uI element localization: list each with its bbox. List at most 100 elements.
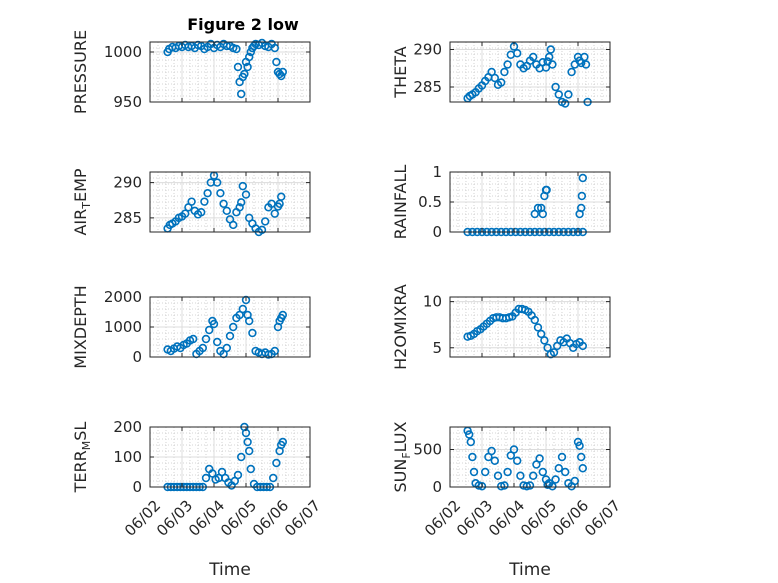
data-point — [240, 69, 249, 79]
y-axis-label: PRESSURE — [71, 30, 90, 114]
y-tick-label: 1000 — [104, 318, 142, 336]
data-point — [578, 341, 587, 351]
data-point — [229, 220, 238, 230]
y-tick-label: 200 — [113, 418, 142, 436]
x-tick-label: 06/03 — [153, 497, 196, 540]
data-point — [270, 43, 279, 53]
data-point — [570, 476, 579, 486]
data-point — [277, 192, 286, 201]
data-point — [233, 470, 243, 480]
data-point — [198, 343, 208, 353]
axes-box — [449, 41, 611, 103]
y-tick-label: 0 — [132, 348, 142, 366]
data-point — [237, 452, 246, 462]
y-tick-label: 10 — [423, 293, 442, 311]
data-point — [528, 52, 538, 62]
data-point — [213, 178, 222, 187]
y-tick-label: 950 — [113, 93, 142, 111]
data-point — [243, 437, 252, 447]
data-point — [465, 430, 474, 439]
axes-box — [149, 41, 311, 103]
y-tick-label: 500 — [413, 441, 442, 459]
subplot-air-temp: 285 290 AIRTEMP — [71, 168, 311, 237]
data-point — [245, 52, 254, 62]
y-axis-label: MIXDEPTH — [71, 285, 90, 368]
x-tick-label: 06/07 — [581, 497, 624, 540]
x-tick-label: 06/02 — [121, 497, 164, 540]
data-point — [466, 437, 475, 447]
data-point — [203, 188, 212, 198]
data-point — [201, 334, 211, 344]
data-point — [272, 458, 281, 468]
data-point — [222, 206, 232, 216]
x-tick-label: 06/04 — [485, 497, 528, 540]
subplot-mixdepth: 0 1000 2000 MIXDEPTH — [71, 285, 311, 369]
data-point — [530, 315, 539, 325]
data-point — [209, 319, 219, 329]
data-point — [232, 44, 241, 54]
x-axis-label: Time — [508, 560, 551, 580]
data-point — [544, 52, 554, 62]
axes-box — [149, 171, 311, 233]
x-tick-label: 06/02 — [421, 497, 464, 540]
y-tick-label: 100 — [113, 448, 142, 466]
data-point — [477, 482, 487, 491]
data-point — [500, 481, 509, 490]
data-point — [233, 62, 243, 72]
data-point — [197, 208, 206, 217]
data-point — [560, 467, 570, 477]
data-point — [512, 456, 522, 465]
data-point — [578, 464, 587, 473]
data-point — [536, 329, 546, 339]
data-point — [549, 348, 559, 357]
data-point — [576, 203, 586, 213]
subplot-pressure: 950 1000 PRESSURE — [71, 30, 311, 114]
data-point — [538, 467, 547, 477]
data-point — [261, 217, 270, 226]
y-tick-label: 1000 — [104, 43, 142, 61]
x-tick-label: 06/06 — [249, 497, 292, 540]
x-tick-label: 06/03 — [453, 497, 496, 540]
data-point — [509, 445, 519, 454]
y-axis-label: THETA — [391, 46, 410, 98]
data-point — [543, 343, 552, 352]
data-point — [578, 173, 587, 183]
data-point — [528, 471, 538, 480]
data-point — [205, 325, 214, 335]
data-point — [554, 464, 563, 473]
data-point — [512, 49, 522, 58]
x-axis-label: Time — [208, 560, 251, 580]
data-point — [269, 473, 278, 483]
y-tick-label: 5 — [432, 339, 442, 357]
y-axis-label: H2OMIXRA — [391, 284, 410, 370]
data-point — [216, 188, 225, 198]
data-point — [245, 316, 254, 326]
data-point — [264, 350, 273, 359]
data-point — [543, 480, 552, 489]
data-point — [278, 67, 287, 77]
data-point — [490, 456, 499, 465]
data-point — [554, 90, 563, 99]
data-point — [278, 310, 287, 320]
y-tick-label: 285 — [413, 78, 442, 96]
subplot-h2omixra: 5 10 H2OMIXRA — [391, 284, 611, 370]
data-point — [575, 441, 584, 450]
data-point — [481, 467, 490, 477]
axes-box — [449, 296, 611, 358]
y-tick-label: 0.5 — [418, 193, 442, 211]
figure-title: Figure 2 low — [187, 15, 299, 34]
data-point — [538, 209, 547, 219]
data-point — [533, 203, 543, 213]
data-point — [497, 78, 506, 87]
data-point — [246, 464, 256, 474]
y-axis-label: AIRTEMP — [71, 168, 93, 235]
y-tick-label: 2000 — [104, 288, 142, 306]
data-point — [542, 185, 551, 195]
y-tick-label: 0 — [432, 223, 442, 241]
y-axis-label: TERRMSL — [71, 422, 93, 494]
x-tick-label: 06/07 — [281, 497, 324, 540]
data-point — [560, 99, 570, 108]
axes-box — [449, 426, 611, 488]
